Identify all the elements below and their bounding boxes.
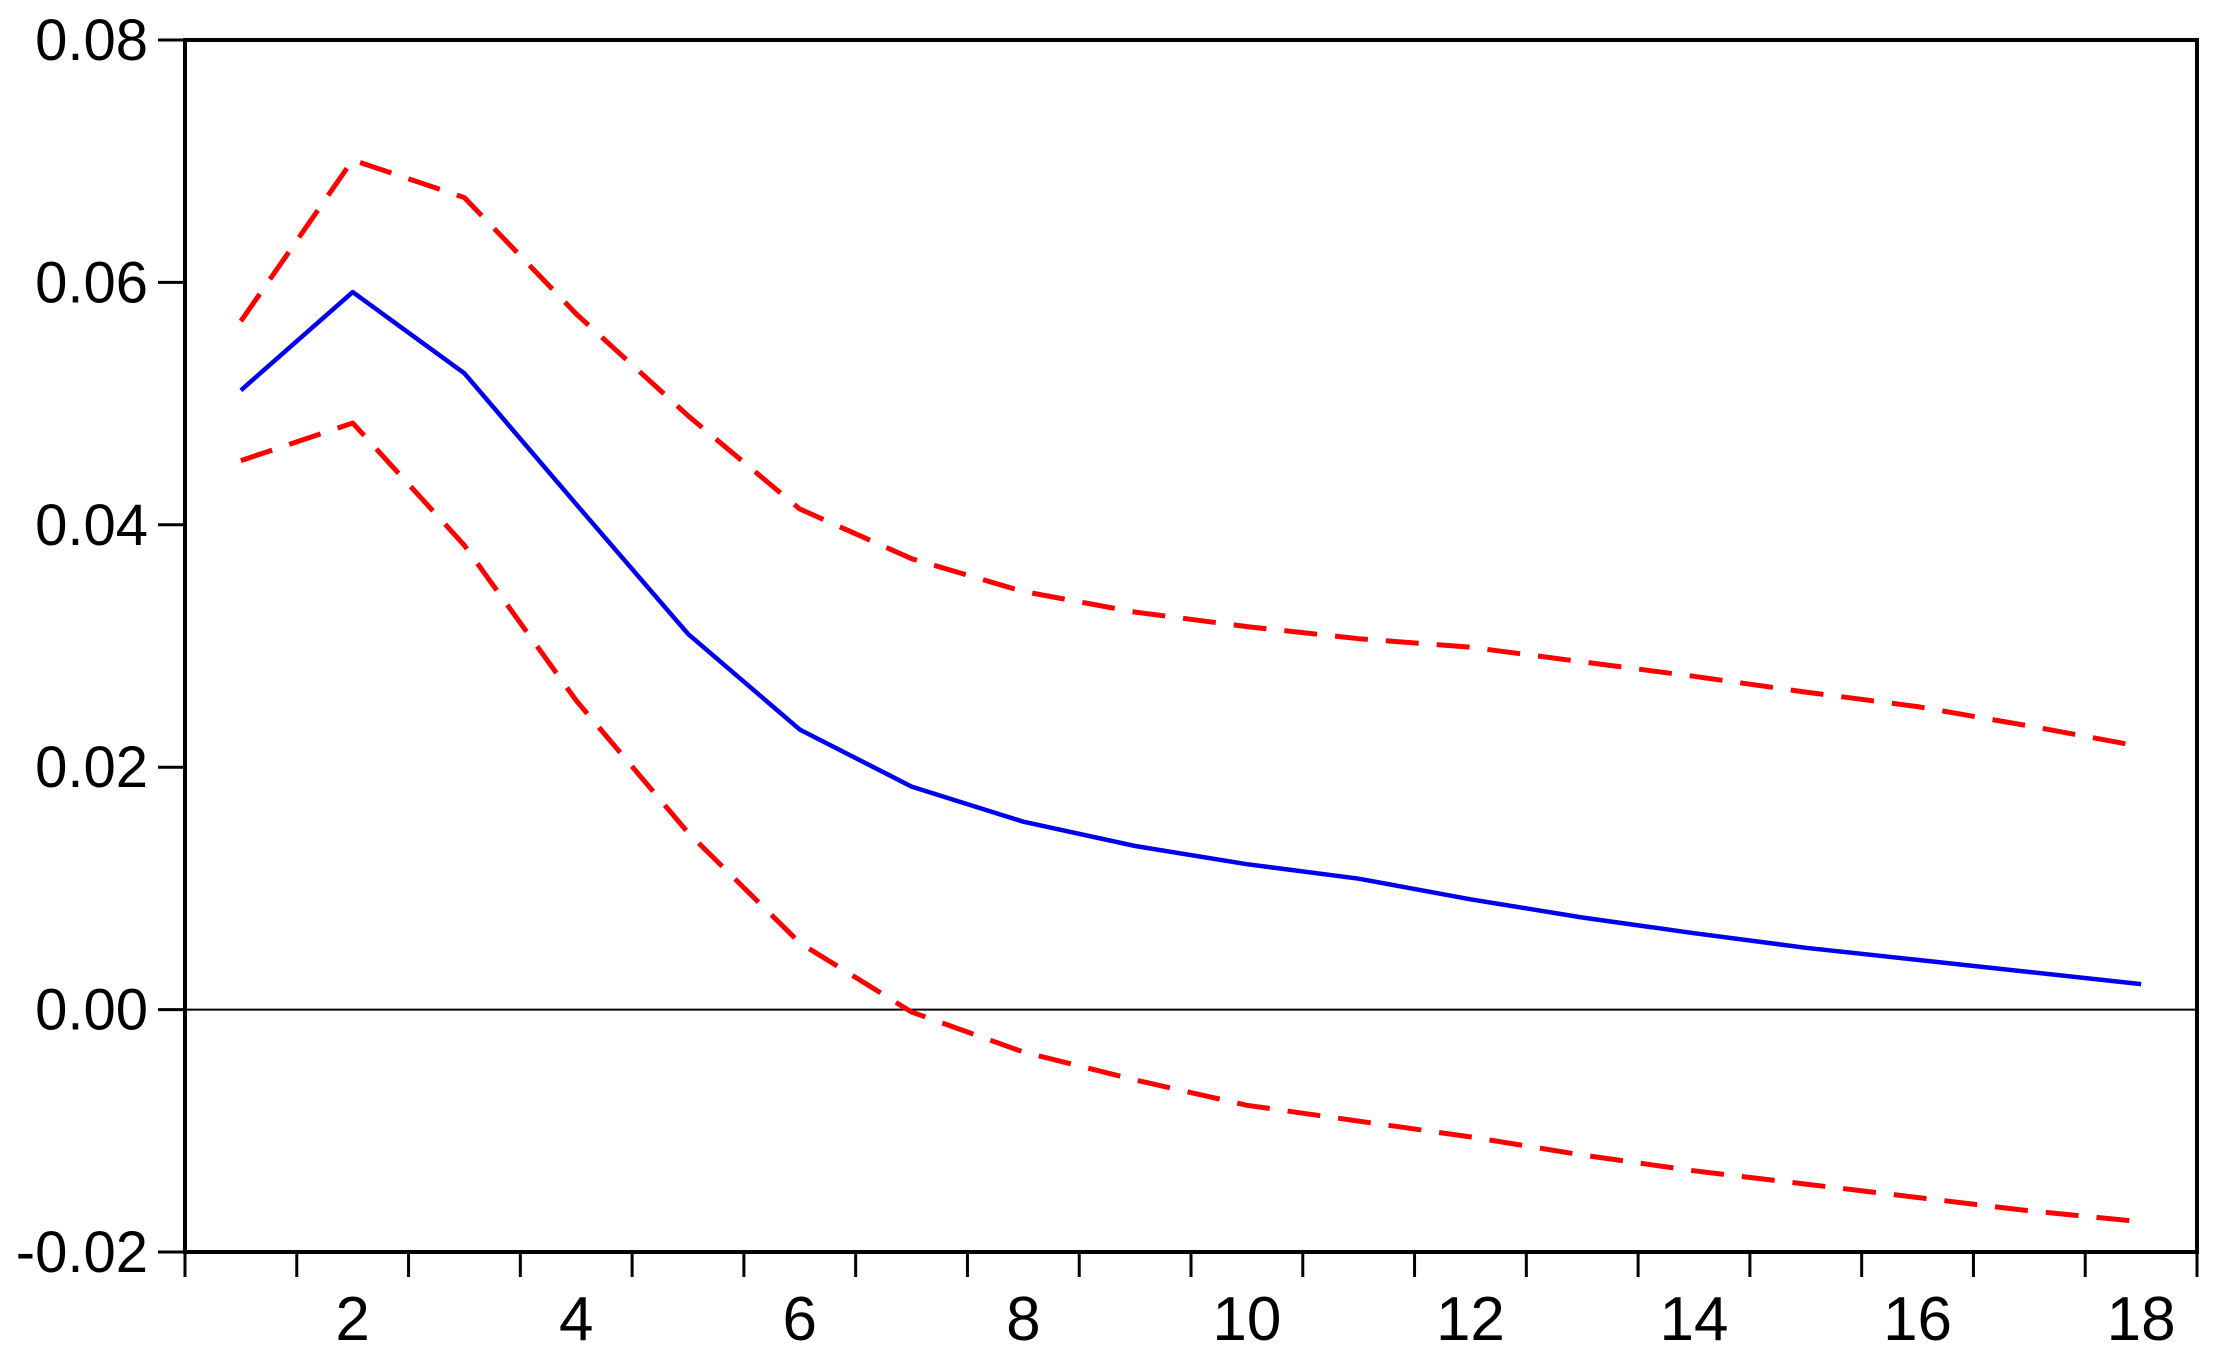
x-axis-tick-label: 6 xyxy=(783,1285,817,1354)
x-axis-tick-label: 2 xyxy=(335,1285,369,1354)
x-axis-tick-label: 14 xyxy=(1660,1285,1729,1354)
y-axis-tick-label: 0.04 xyxy=(35,493,148,558)
plot-border xyxy=(183,38,2199,1254)
x-axis-tick-label: 12 xyxy=(1436,1285,1505,1354)
y-axis-tick-label: 0.06 xyxy=(35,250,148,315)
lower-confidence-band-line xyxy=(240,420,2142,1225)
x-axis-tick-label: 18 xyxy=(2107,1285,2176,1354)
x-axis-tick-label: 16 xyxy=(1883,1285,1952,1354)
y-axis-tick-label: 0.08 xyxy=(35,8,148,73)
x-axis-tick-label: 10 xyxy=(1212,1285,1281,1354)
upper-confidence-band-line xyxy=(238,157,2142,750)
y-axis-tick-label: 0.02 xyxy=(35,735,148,800)
y-axis-tick-label: 0.00 xyxy=(35,978,148,1043)
y-axis-tick-label: -0.02 xyxy=(16,1220,148,1285)
x-axis-tick-label: 8 xyxy=(1006,1285,1040,1354)
x-axis-tick-label: 4 xyxy=(559,1285,593,1354)
impulse-response-line xyxy=(239,289,2142,987)
